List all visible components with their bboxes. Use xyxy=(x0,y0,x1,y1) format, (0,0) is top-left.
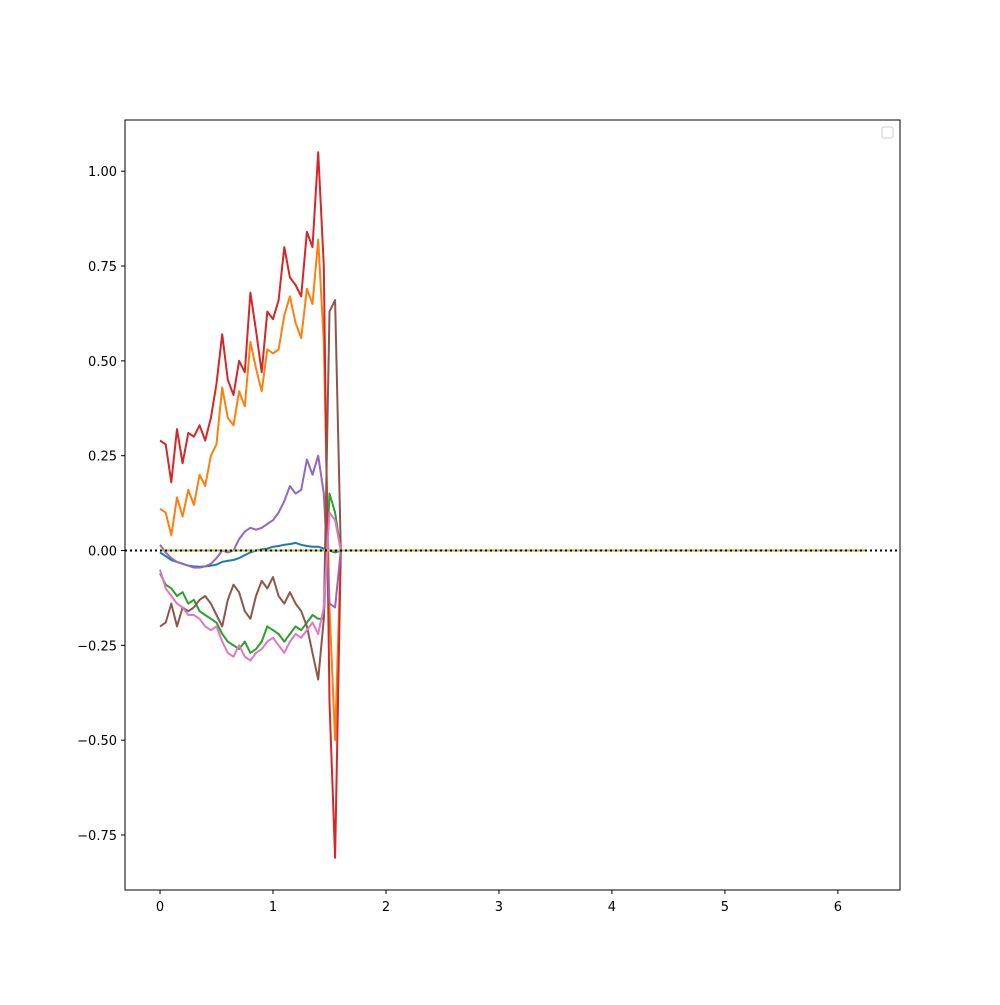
y-tick-label: −0.75 xyxy=(77,829,117,844)
y-tick-label: 0.50 xyxy=(88,355,117,370)
series-line-4 xyxy=(159,151,867,859)
y-axis-ticks: −0.75 −0.50 −0.25 0.00 0.25 0.50 0.75 1.00 xyxy=(77,165,125,844)
series-layer xyxy=(159,151,867,859)
plot-frame xyxy=(124,119,901,891)
x-axis-ticks: 0 1 2 3 4 5 6 xyxy=(156,890,842,915)
x-tick-label: 0 xyxy=(156,900,164,915)
series-line-3 xyxy=(159,492,867,654)
y-tick-label: 0.00 xyxy=(88,545,117,560)
x-tick-label: 4 xyxy=(608,900,616,915)
y-tick-label: −0.25 xyxy=(77,639,117,654)
x-tick-label: 1 xyxy=(269,900,277,915)
legend-box xyxy=(881,126,894,139)
y-tick-label: 1.00 xyxy=(88,165,117,180)
x-tick-label: 3 xyxy=(495,900,503,915)
x-tick-label: 5 xyxy=(721,900,729,915)
y-tick-label: 0.75 xyxy=(88,260,117,275)
series-line-5 xyxy=(159,454,867,609)
x-tick-label: 2 xyxy=(382,900,390,915)
x-tick-label: 6 xyxy=(834,900,842,915)
series-line-6 xyxy=(159,299,867,681)
y-tick-label: −0.50 xyxy=(77,734,117,749)
series-line-2 xyxy=(159,238,867,742)
series-line-7 xyxy=(159,511,867,662)
y-tick-label: 0.25 xyxy=(88,450,117,465)
